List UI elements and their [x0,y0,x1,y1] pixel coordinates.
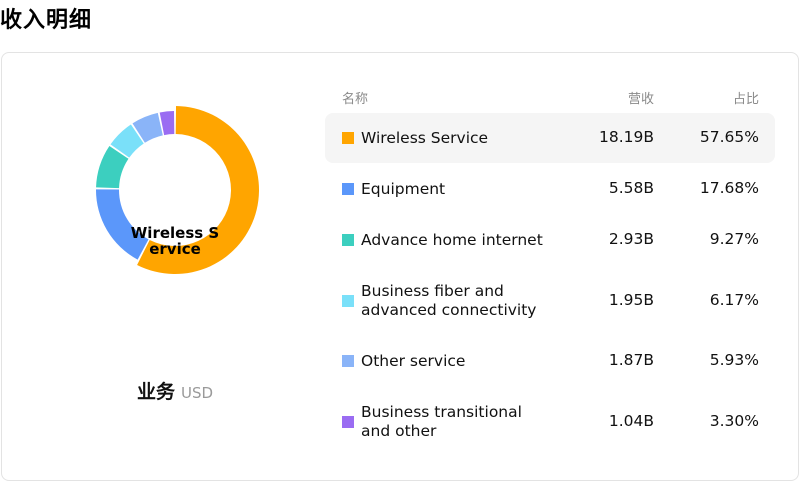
header-revenue: 营收 [627,92,654,107]
legend-share: 9.27% [709,230,759,248]
legend-name: Other service [361,352,571,371]
legend-revenue: 1.87B [608,351,654,369]
legend-name: Business fiber and advanced connectivity [361,282,571,320]
donut-slice-5[interactable] [132,112,163,143]
legend-name-line: advanced connectivity [361,301,537,319]
header-share: 占比 [732,92,759,107]
donut-chart [94,102,264,280]
legend-row[interactable]: Wireless Service 18.19B 57.65% [325,113,775,163]
legend-revenue: 18.19B [598,128,654,146]
donut-slice-2[interactable] [95,189,149,260]
legend-share: 57.65% [699,128,759,146]
legend-revenue: 1.95B [608,291,654,309]
legend-name-line: Equipment [361,179,446,198]
legend-name-line: Business fiber and [361,282,504,300]
donut-slice-4[interactable] [110,124,144,158]
legend-share: 3.30% [709,412,759,430]
page-title: 收入明细 [0,8,93,33]
donut-slice-6[interactable] [159,111,175,136]
legend-swatch [342,355,354,367]
legend-name: Wireless Service [361,129,571,148]
legend-name: Equipment [361,180,571,199]
legend-name-line: Other service [361,351,466,370]
legend-row[interactable]: Business fiber and advanced connectivity 1… [325,266,775,336]
legend-revenue: 5.58B [608,179,654,197]
chart-caption: 业务 USD [0,377,350,404]
legend-name-line: and other [361,422,437,440]
legend-swatch [342,183,354,195]
legend-name-line: Wireless Service [361,128,489,147]
legend-row[interactable]: Business transitional and other 1.04B 3.30% [325,387,775,457]
legend-revenue: 2.93B [608,230,654,248]
caption-unit: USD [180,384,214,402]
legend-row[interactable]: Other service 1.87B 5.93% [325,336,775,386]
donut-slice-3[interactable] [96,145,129,189]
donut-slice-1[interactable] [137,106,259,274]
legend-name-line: Advance home internet [361,230,543,249]
legend-swatch [342,234,354,246]
legend-swatch [342,132,354,144]
legend-row[interactable]: Equipment 5.58B 17.68% [325,164,775,214]
legend-share: 17.68% [699,179,759,197]
legend-row[interactable]: Advance home internet 2.93B 9.27% [325,215,775,265]
header-name: 名称 [342,92,369,107]
donut-svg [95,106,259,274]
legend-share: 5.93% [709,351,759,369]
legend-swatch [342,295,354,307]
legend-name: Business transitional and other [361,403,571,441]
legend-revenue: 1.04B [608,412,654,430]
donut-center-label: Wireless Service [130,224,220,258]
legend-name-line: Business transitional [361,403,522,421]
legend-swatch [342,416,354,428]
caption-title: 业务 [136,381,175,403]
legend-name: Advance home internet [361,231,571,250]
legend-share: 6.17% [709,291,759,309]
